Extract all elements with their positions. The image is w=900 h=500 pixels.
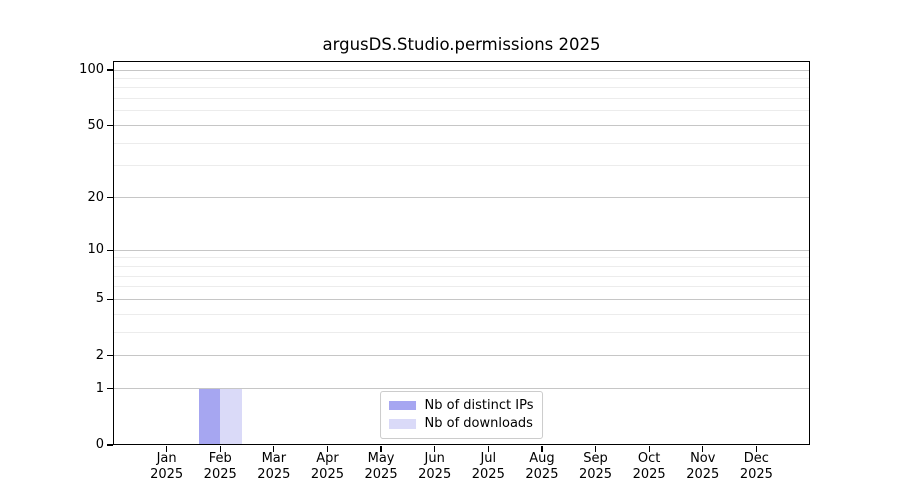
x-tick-mark xyxy=(434,446,436,452)
major-gridline xyxy=(113,69,810,71)
x-tick-year: 2025 xyxy=(310,466,344,482)
x-tick-mark xyxy=(702,446,704,452)
minor-gridline xyxy=(113,87,810,89)
y-tick-label: 100 xyxy=(79,62,104,77)
x-tick-year: 2025 xyxy=(418,466,452,482)
x-tick-year: 2025 xyxy=(471,466,505,482)
minor-gridline xyxy=(113,313,810,315)
x-tick-mark xyxy=(166,446,168,452)
x-tick-month: Jul xyxy=(480,451,497,466)
major-gridline xyxy=(113,125,810,127)
legend-label: Nb of downloads xyxy=(424,416,533,432)
x-tick-mark xyxy=(487,446,489,452)
minor-gridline xyxy=(113,98,810,100)
minor-gridline xyxy=(113,165,810,167)
minor-gridline xyxy=(113,265,810,267)
x-tick-mark xyxy=(594,446,597,452)
major-gridline xyxy=(113,298,810,300)
y-tick-label: 20 xyxy=(87,189,104,205)
y-tick-mark xyxy=(107,249,113,251)
major-gridline xyxy=(113,249,810,251)
x-tick-year: 2025 xyxy=(632,466,666,482)
y-tick-mark xyxy=(107,388,113,390)
x-tick-mark xyxy=(326,446,329,452)
legend-entry: Nb of downloads xyxy=(388,415,534,434)
x-tick-label-oct: Oct 2025 xyxy=(614,451,684,482)
x-tick-month: Jun xyxy=(424,451,445,466)
x-tick-label-aug: Aug 2025 xyxy=(507,451,577,482)
x-tick-year: 2025 xyxy=(739,466,773,482)
major-gridline xyxy=(113,355,810,357)
minor-gridline xyxy=(113,77,810,79)
minor-gridline xyxy=(113,286,810,288)
x-tick-month: Aug xyxy=(529,451,555,466)
x-tick-mark xyxy=(219,446,221,452)
x-tick-month: Jan xyxy=(156,451,177,466)
x-tick-label-sep: Sep 2025 xyxy=(561,451,631,482)
x-tick-year: 2025 xyxy=(525,466,559,482)
x-tick-month: Mar xyxy=(261,451,287,466)
minor-gridline xyxy=(113,257,810,259)
x-tick-mark xyxy=(755,446,757,452)
x-tick-mark xyxy=(648,446,650,452)
x-tick-month: May xyxy=(367,451,395,466)
x-tick-mark xyxy=(380,446,382,452)
y-tick-mark xyxy=(107,355,113,357)
x-tick-year: 2025 xyxy=(686,466,720,482)
x-tick-mark xyxy=(273,446,275,452)
y-tick-label: 50 xyxy=(87,117,104,133)
minor-gridline xyxy=(113,275,810,277)
x-tick-label-mar: Mar 2025 xyxy=(239,451,309,482)
y-tick-label: 10 xyxy=(87,242,104,258)
x-tick-year: 2025 xyxy=(364,466,398,482)
x-tick-month: Feb xyxy=(208,451,232,466)
x-tick-label-jan: Jan 2025 xyxy=(132,451,202,482)
x-tick-month: Apr xyxy=(316,451,339,466)
legend-entry: Nb of distinct IPs xyxy=(388,396,534,415)
y-tick-mark xyxy=(107,197,113,199)
y-tick-mark xyxy=(107,444,113,446)
x-tick-label-dec: Dec 2025 xyxy=(721,451,791,482)
x-tick-mark xyxy=(541,446,543,452)
major-gridline xyxy=(113,197,810,199)
x-tick-month: Sep xyxy=(583,451,608,466)
y-tick-label: 1 xyxy=(95,380,104,396)
legend-swatch-downloads xyxy=(388,419,416,429)
bar-downloads xyxy=(220,388,242,445)
y-tick-mark xyxy=(107,124,113,127)
chart-title: argusDS.Studio.permissions 2025 xyxy=(322,35,601,54)
y-tick-mark xyxy=(107,69,113,71)
x-tick-label-jun: Jun 2025 xyxy=(400,451,470,482)
x-tick-label-may: May 2025 xyxy=(346,451,416,482)
x-tick-month: Nov xyxy=(690,451,716,466)
x-tick-month: Oct xyxy=(637,451,661,466)
y-tick-label: 0 xyxy=(95,437,104,452)
major-gridline xyxy=(113,388,810,390)
x-tick-label-apr: Apr 2025 xyxy=(292,451,362,482)
x-tick-year: 2025 xyxy=(257,466,291,482)
x-tick-label-jul: Jul 2025 xyxy=(453,451,523,482)
minor-gridline xyxy=(113,331,810,333)
bar-distinct-ips xyxy=(198,388,221,445)
minor-gridline xyxy=(113,110,810,112)
y-tick-label: 2 xyxy=(95,347,104,363)
x-tick-year: 2025 xyxy=(203,466,237,482)
minor-gridline xyxy=(113,142,810,144)
x-tick-month: Dec xyxy=(743,451,769,466)
x-tick-year: 2025 xyxy=(578,466,613,482)
legend-label: Nb of distinct IPs xyxy=(424,397,534,413)
y-tick-mark xyxy=(107,298,113,300)
plot-area: Nb of distinct IPs Nb of downloads xyxy=(113,61,810,445)
legend: Nb of distinct IPs Nb of downloads xyxy=(379,391,544,439)
x-tick-label-feb: Feb 2025 xyxy=(185,451,255,482)
x-tick-year: 2025 xyxy=(150,466,184,482)
x-tick-label-nov: Nov 2025 xyxy=(668,451,738,482)
y-tick-label: 5 xyxy=(95,291,104,307)
legend-swatch-distinct-ips xyxy=(388,400,416,410)
